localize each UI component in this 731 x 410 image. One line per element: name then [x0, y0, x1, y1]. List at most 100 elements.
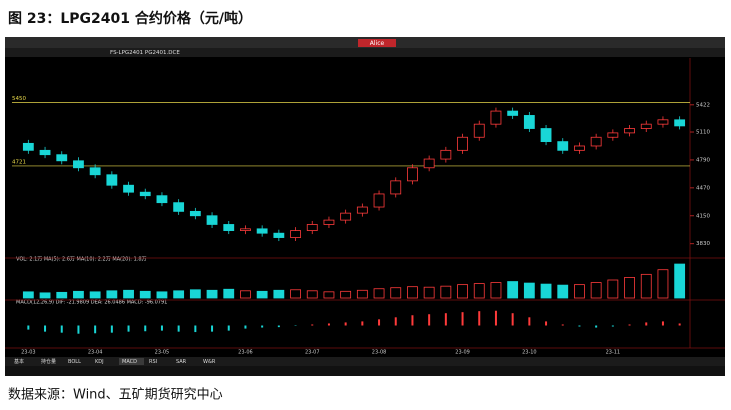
- candle-body: [240, 228, 251, 231]
- candle-body: [523, 115, 535, 129]
- bottom-tab: MACD: [122, 359, 137, 365]
- candle-body: [22, 142, 34, 151]
- candle-body: [56, 154, 68, 162]
- volume-bar: [390, 287, 402, 299]
- volume-bar: [256, 290, 268, 299]
- candle-body: [139, 191, 151, 197]
- volume-bar: [473, 283, 485, 299]
- candle-body: [390, 180, 402, 195]
- volume-bar: [607, 279, 619, 299]
- x-tick-label: 23-04: [88, 350, 103, 356]
- tab-title: FS-LPG2401 PG2401.DCE: [110, 50, 180, 56]
- candle-body: [473, 123, 485, 138]
- y-tick-label: 5422: [696, 102, 710, 108]
- y-tick-label: 4790: [696, 157, 710, 163]
- volume-bar: [557, 284, 569, 299]
- bottom-tab: RSI: [149, 359, 157, 365]
- volume-bar: [457, 284, 468, 299]
- candle-body: [323, 219, 335, 225]
- candle-body: [156, 195, 168, 204]
- candle-body: [674, 119, 686, 127]
- candle-body: [540, 128, 552, 143]
- volume-bar: [574, 284, 585, 299]
- candle-body: [290, 230, 301, 238]
- candle-body: [490, 110, 502, 125]
- volume-bar: [540, 283, 552, 299]
- volume-bar: [56, 291, 68, 299]
- candle-body: [356, 206, 368, 214]
- x-tick-label: 23-06: [238, 350, 253, 356]
- candle-body: [640, 123, 652, 129]
- volume-bar: [624, 277, 635, 299]
- candle-body: [574, 145, 585, 151]
- candle-body: [173, 202, 185, 212]
- tab-bar: [5, 48, 725, 57]
- volume-bar: [640, 273, 652, 299]
- volume-bar: [674, 263, 686, 299]
- volume-bar: [106, 290, 118, 299]
- candle-body: [106, 174, 118, 186]
- volume-bar: [306, 290, 318, 299]
- x-tick-label: 23-03: [21, 350, 36, 356]
- candle-body: [206, 215, 218, 225]
- bottom-tab: W&R: [203, 359, 216, 365]
- screenshot-bg: [5, 37, 725, 376]
- candle-body: [340, 212, 352, 221]
- bottom-tab: 持仓量: [41, 358, 56, 365]
- x-tick-label: 23-09: [455, 350, 470, 356]
- x-tick-label: 23-05: [155, 350, 170, 356]
- candle-body: [557, 141, 569, 151]
- bottom-tab: BOLL: [68, 359, 81, 365]
- volume-bar: [22, 291, 34, 299]
- volume-bar: [89, 291, 101, 299]
- figure-title: 图 23：LPG2401 合约价格（元/吨）: [8, 10, 252, 27]
- candle-body: [256, 228, 268, 234]
- volume-bar: [206, 289, 218, 299]
- user-name: Alice: [370, 40, 385, 47]
- volume-bar: [440, 285, 452, 299]
- x-tick-label: 23-10: [522, 350, 537, 356]
- candle-body: [423, 158, 435, 169]
- volume-bar: [523, 282, 535, 299]
- bottom-tab-bar: [5, 357, 725, 366]
- candle-body: [89, 167, 101, 176]
- x-tick-label: 23-07: [305, 350, 320, 356]
- candle-body: [407, 167, 418, 182]
- volume-bar: [39, 292, 51, 299]
- volume-bar: [407, 286, 418, 299]
- volume-bar: [356, 289, 368, 299]
- candle-body: [607, 132, 619, 138]
- volume-bar: [507, 281, 519, 299]
- volume-bar: [490, 282, 502, 299]
- candle-body: [507, 110, 519, 116]
- reference-label: 4721: [12, 159, 26, 165]
- volume-bar: [73, 290, 84, 299]
- reference-label: 5450: [12, 96, 26, 102]
- candle-body: [123, 184, 134, 193]
- candle-body: [39, 149, 51, 156]
- candle-body: [273, 232, 285, 238]
- source-note: 数据来源：Wind、五矿期货研究中心: [8, 387, 223, 403]
- candle-body: [189, 210, 201, 217]
- volume-bar: [423, 286, 435, 299]
- volume-bar: [240, 290, 251, 299]
- bottom-tab: 基本: [14, 358, 24, 365]
- volume-bar: [223, 288, 235, 299]
- x-tick-label: 23-08: [372, 350, 387, 356]
- candle-body: [73, 160, 84, 169]
- candle-body: [624, 128, 635, 134]
- volume-bar: [290, 289, 301, 299]
- y-tick-label: 4150: [696, 213, 710, 219]
- tab-active: [119, 358, 144, 365]
- candle-body: [590, 136, 602, 147]
- candle-body: [223, 224, 235, 231]
- volume-bar: [340, 290, 352, 299]
- candle-body: [373, 193, 385, 208]
- status-bar: [5, 366, 725, 376]
- volume-bar: [323, 291, 335, 299]
- bottom-tab: SAR: [176, 359, 187, 365]
- volume-bar: [273, 289, 285, 299]
- volume-bar: [173, 290, 185, 299]
- candle-body: [306, 224, 318, 231]
